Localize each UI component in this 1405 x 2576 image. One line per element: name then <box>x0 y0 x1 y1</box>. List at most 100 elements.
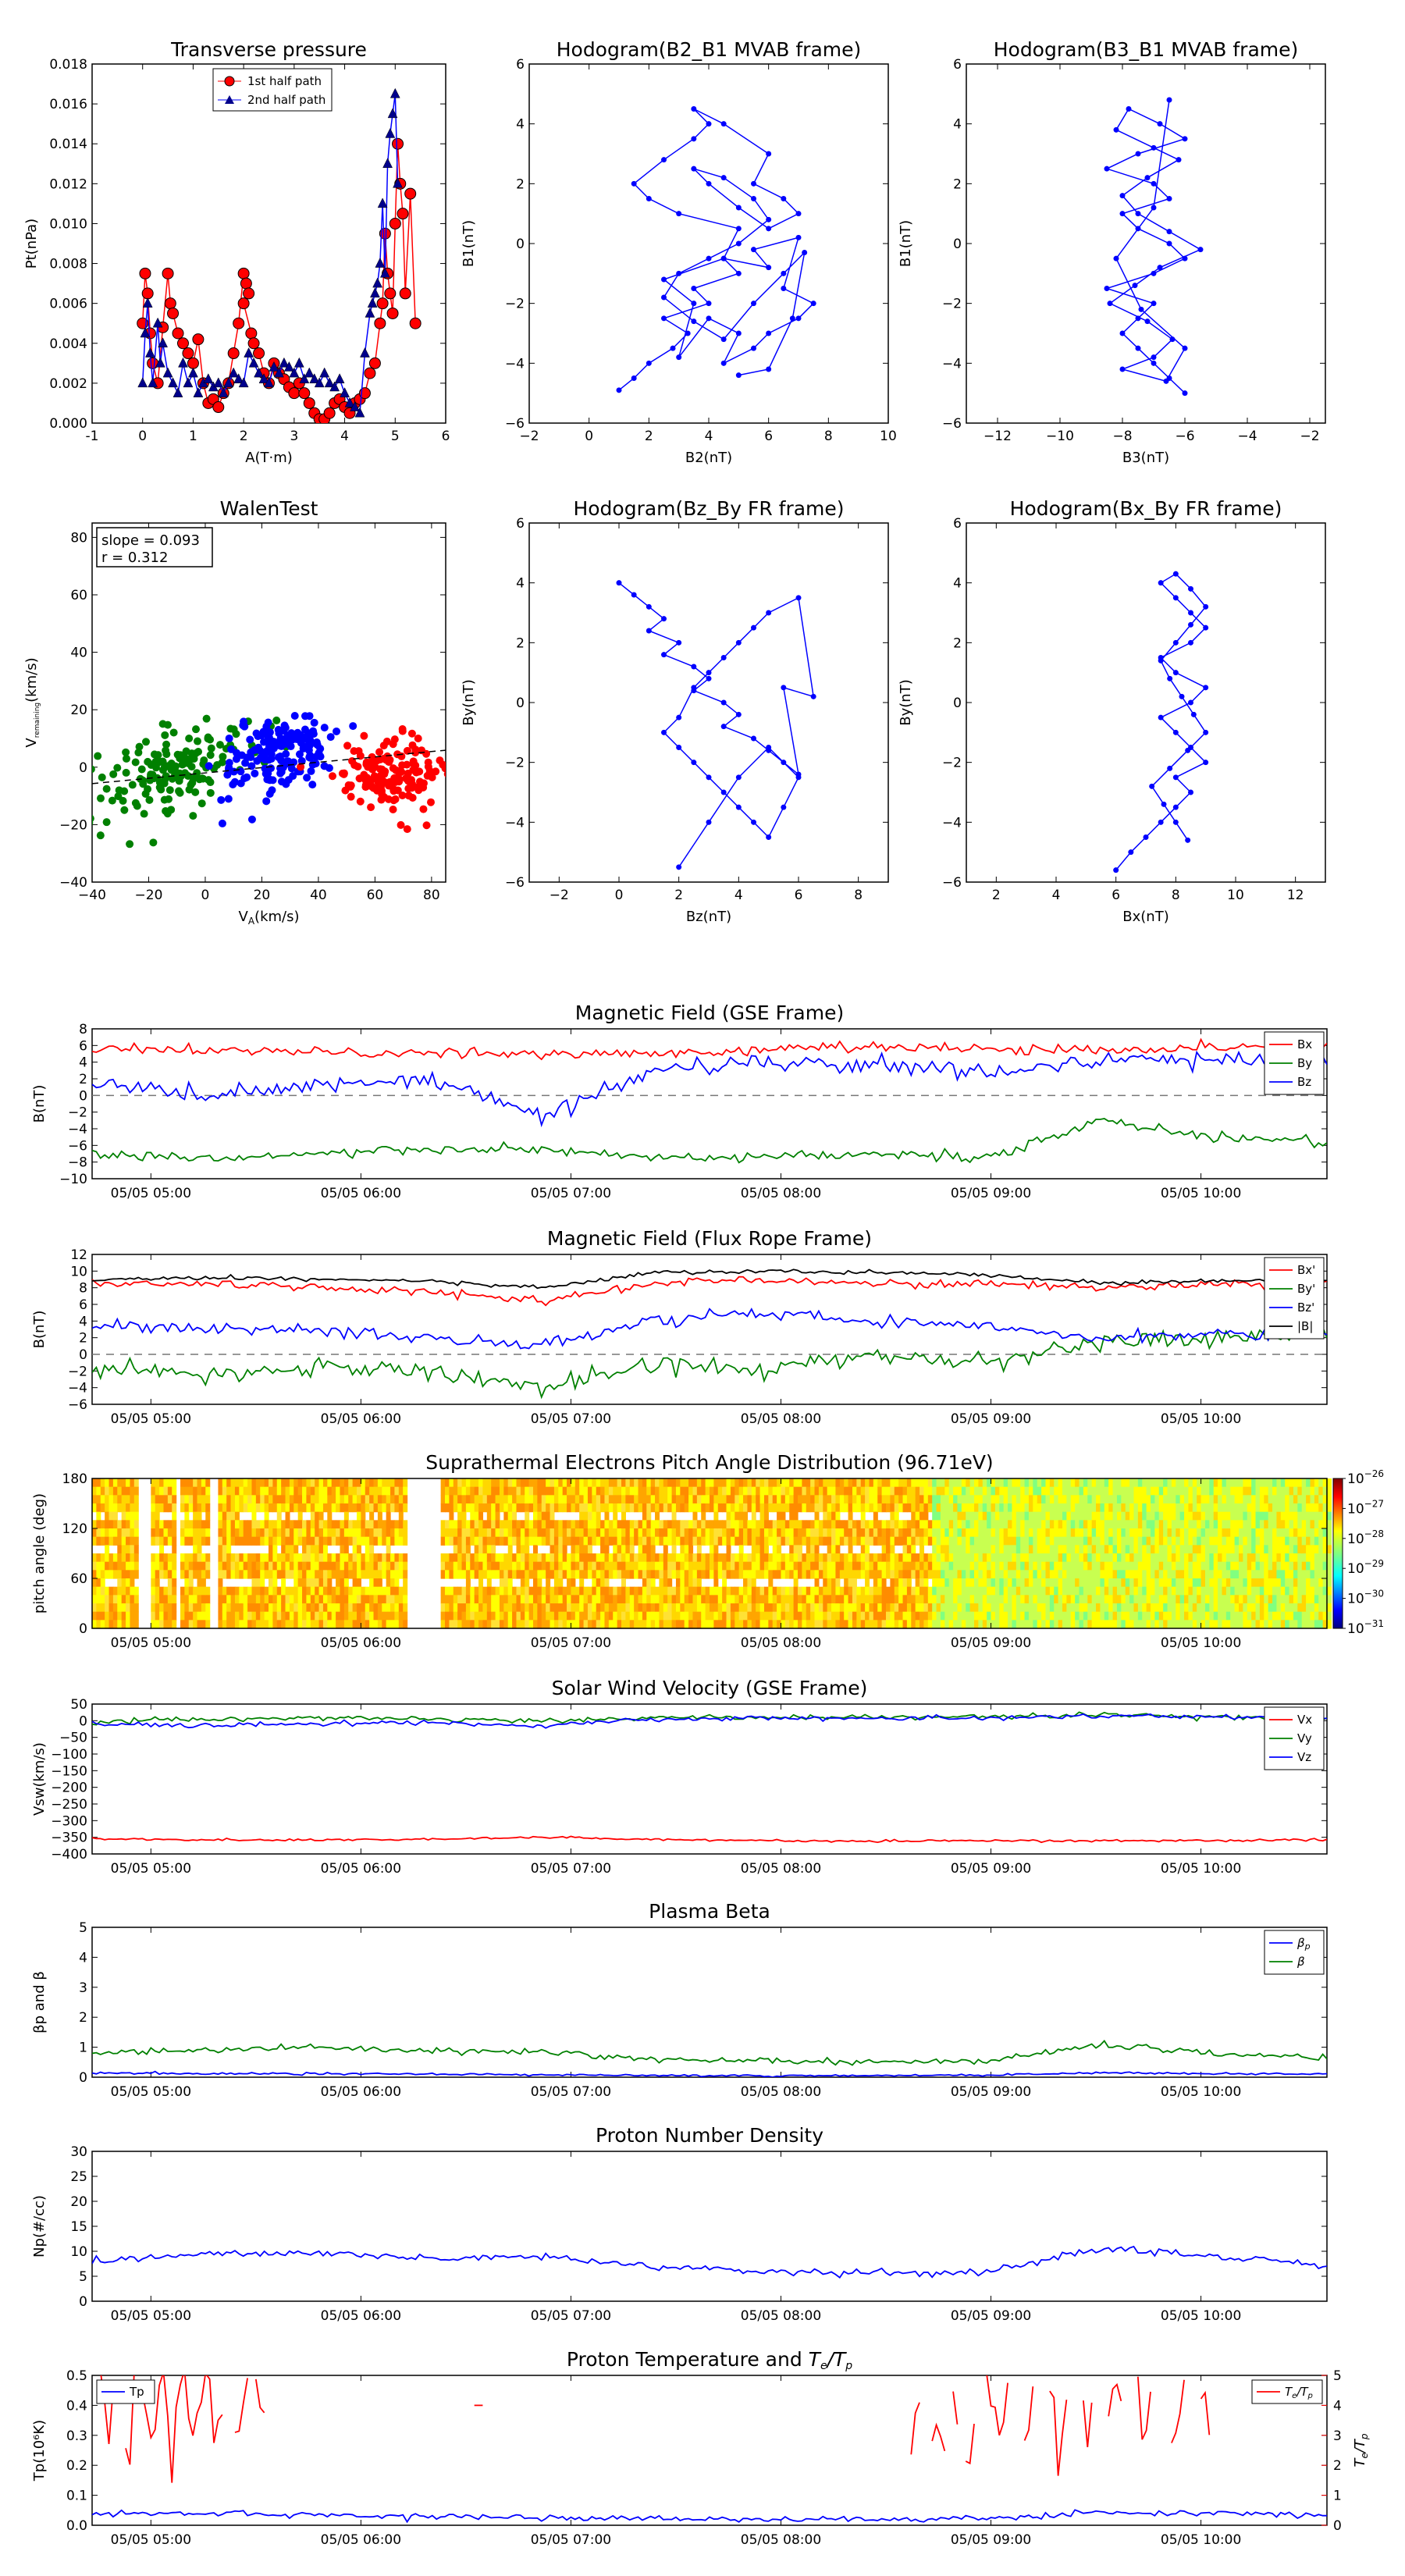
data-point <box>397 820 405 829</box>
legend-label: Bx <box>1297 1037 1312 1051</box>
data-point <box>205 762 213 770</box>
data-point <box>94 752 102 760</box>
x-tick-label: 0 <box>585 429 593 444</box>
x-tick-label: 2 <box>240 429 248 444</box>
y-axis-label: Tp(10⁶K) <box>31 2420 48 2482</box>
data-point <box>1203 729 1209 735</box>
data-point <box>389 806 397 814</box>
series-line-te-tp <box>910 2402 920 2455</box>
x-tick-label: 5 <box>391 429 400 444</box>
data-point <box>1167 675 1173 681</box>
data-point <box>162 267 174 279</box>
data-point <box>1135 211 1141 217</box>
data-point <box>379 742 388 750</box>
y-tick-label: 0 <box>79 760 87 776</box>
data-point <box>122 748 130 756</box>
data-point <box>161 731 169 739</box>
data-point <box>735 330 742 336</box>
panel-walen: WalenTest −40 −20 0 20 40 60 80 −40 −20 0 20 40 60 80 V… <box>23 497 446 927</box>
y-tick-label: 0.1 <box>66 2489 87 2504</box>
series-line-Vx <box>92 1835 1327 1844</box>
x-tick-label: 4 <box>705 429 713 444</box>
data-point <box>226 724 235 733</box>
y-tick-label: 0 <box>79 1621 87 1637</box>
data-point <box>354 407 365 418</box>
time-tick-label: 05/05 08:00 <box>741 1186 821 1201</box>
plot-area <box>966 522 1326 883</box>
data-point <box>676 270 682 276</box>
data-point <box>382 158 393 169</box>
data-point <box>360 347 370 358</box>
panel-title: Plasma Beta <box>649 1900 770 1923</box>
legend-label: Te/Tp <box>1285 2385 1313 2400</box>
colorbar-tick-label: 10−29 <box>1347 1558 1384 1577</box>
data-point <box>126 840 134 849</box>
data-point <box>193 737 201 745</box>
data-point <box>1188 699 1193 706</box>
data-point <box>141 287 154 300</box>
data-point <box>1119 330 1126 336</box>
data-point <box>1126 106 1132 112</box>
y-tick-label: −2 <box>505 297 525 312</box>
y-tick-label: 0.010 <box>49 216 87 232</box>
y2-axis-label: Te/Tp <box>1352 2433 1370 2467</box>
y-tick-label: −6 <box>505 875 525 891</box>
series-line-np <box>92 2245 1327 2279</box>
data-point <box>325 763 333 772</box>
data-point <box>1151 180 1157 187</box>
legend: βpβ <box>1264 1930 1325 1975</box>
y2-tick-label: 5 <box>1333 2368 1342 2384</box>
data-point <box>224 795 233 803</box>
panel-title: WalenTest <box>220 497 318 520</box>
x-tick-label: −40 <box>78 888 106 903</box>
data-point <box>279 357 290 368</box>
data-point <box>414 767 422 776</box>
plot-area <box>528 63 889 424</box>
y-tick-label: 0.5 <box>66 2368 87 2384</box>
data-point <box>265 776 274 785</box>
data-point <box>183 377 194 388</box>
y-tick-label: 2 <box>79 1331 87 1347</box>
data-point <box>274 753 283 762</box>
data-point <box>293 357 304 368</box>
data-point <box>264 377 274 388</box>
y-tick-label: 2 <box>79 1072 87 1087</box>
data-point <box>258 373 269 384</box>
y-tick-label: 10 <box>70 1264 87 1279</box>
data-point <box>309 373 320 384</box>
data-point <box>203 373 214 384</box>
y-axis-label: By(nT) <box>461 679 477 725</box>
time-tick-label: 05/05 10:00 <box>1161 1861 1241 1877</box>
data-point <box>287 764 296 773</box>
y-tick-label: 6 <box>516 516 525 532</box>
plot-area <box>91 1927 1328 2078</box>
time-tick-label: 05/05 05:00 <box>111 2308 191 2324</box>
y-tick-label: −350 <box>51 1831 87 1846</box>
series-line-te-tp <box>965 2423 975 2465</box>
series-path <box>616 106 816 393</box>
series-line-te-tp <box>1023 2386 1034 2441</box>
series-line-Bx' <box>92 1276 1327 1307</box>
data-point <box>795 595 802 601</box>
data-point <box>385 127 396 138</box>
data-point <box>398 761 407 770</box>
data-point <box>706 255 712 262</box>
data-point <box>1203 624 1209 631</box>
data-point <box>646 196 652 201</box>
plot-marks <box>92 712 446 849</box>
x-tick-label: 0 <box>615 888 624 903</box>
data-point <box>393 177 403 188</box>
x-tick-label: 6 <box>442 429 450 444</box>
data-point <box>367 803 375 812</box>
time-tick-label: 05/05 09:00 <box>951 2084 1031 2100</box>
data-point <box>207 744 215 753</box>
data-point <box>766 834 772 840</box>
data-point <box>162 740 171 749</box>
y-tick-label: −4 <box>505 815 525 831</box>
time-tick-label: 05/05 06:00 <box>321 1186 401 1201</box>
y-tick-label: 0.000 <box>49 416 87 432</box>
data-point <box>389 87 400 98</box>
data-point <box>766 366 772 372</box>
data-point <box>96 794 105 802</box>
data-point <box>766 265 772 271</box>
